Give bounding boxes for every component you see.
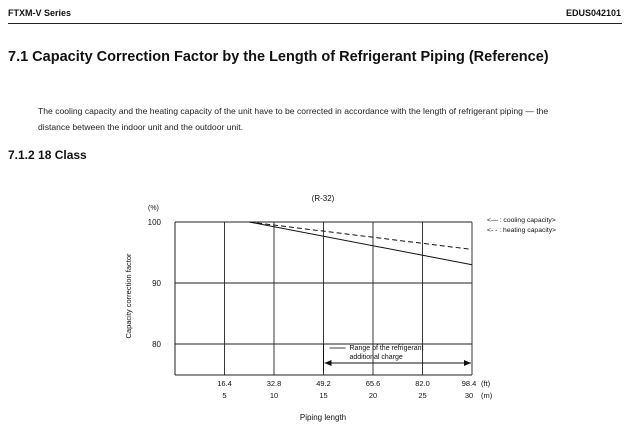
header-series: FTXM-V Series: [8, 8, 72, 18]
x-tick-label-ft: 32.8: [267, 379, 282, 388]
x-tick-label-ft: 82.0: [415, 379, 430, 388]
x-tick-label-m: 30: [465, 391, 473, 400]
x-tick-label-ft: 98.4: [462, 379, 477, 388]
x-tick-label-m: 15: [319, 391, 327, 400]
section-title: 7.1 Capacity Correction Factor by the Le…: [8, 49, 549, 65]
x-tick-label-ft: 65.6: [366, 379, 381, 388]
x-tick-label-ft: 16.4: [217, 379, 232, 388]
x-tick-label-m: 10: [270, 391, 278, 400]
y-tick-label: 90: [152, 279, 161, 288]
y-tick-label: 100: [148, 218, 162, 227]
x-tick-label-ft: 49.2: [316, 379, 331, 388]
y-tick-label: 80: [152, 340, 161, 349]
header-doc-id: EDUS042101: [565, 8, 621, 18]
chart-marks: [249, 221, 473, 372]
paragraph-line-2: distance between the indoor unit and the…: [38, 122, 243, 132]
annotation-text-1: Range of the refrigerant: [350, 345, 424, 352]
y-unit: (%): [148, 205, 159, 212]
chart-labels: 100 90 80 16.4 5 32.8 10 49.2 15 65.6 20 82.0 25 98.4…: [124, 194, 556, 422]
series-line-heating: [249, 221, 473, 250]
legend-heating: <- - : heating capacity>: [487, 227, 556, 234]
series-line-cooling: [249, 221, 473, 266]
section-paragraph: The cooling capacity and the heating cap…: [38, 103, 618, 135]
annotation-text-2: additional charge: [350, 354, 403, 361]
x-tick-label-m: 25: [418, 391, 426, 400]
y-axis-label: Capacity correction factor: [124, 253, 133, 339]
x-tick-label-m: 5: [222, 391, 226, 400]
paragraph-line-1: The cooling capacity and the heating cap…: [38, 106, 549, 116]
subsection-title: 7.1.2 18 Class: [8, 148, 87, 162]
chart-title: (R-32): [312, 194, 335, 203]
chart-grid: [174, 221, 473, 376]
x-unit-m: (m): [481, 391, 493, 400]
x-tick-label-m: 20: [369, 391, 377, 400]
x-unit-ft: (ft): [481, 379, 491, 388]
x-axis-label: Piping length: [300, 413, 346, 422]
annotation-arrow-right: [464, 360, 471, 366]
header-rule: [8, 23, 622, 24]
legend-cooling: <— : cooling capacity>: [487, 217, 556, 224]
annotation-arrow-left: [324, 360, 332, 366]
